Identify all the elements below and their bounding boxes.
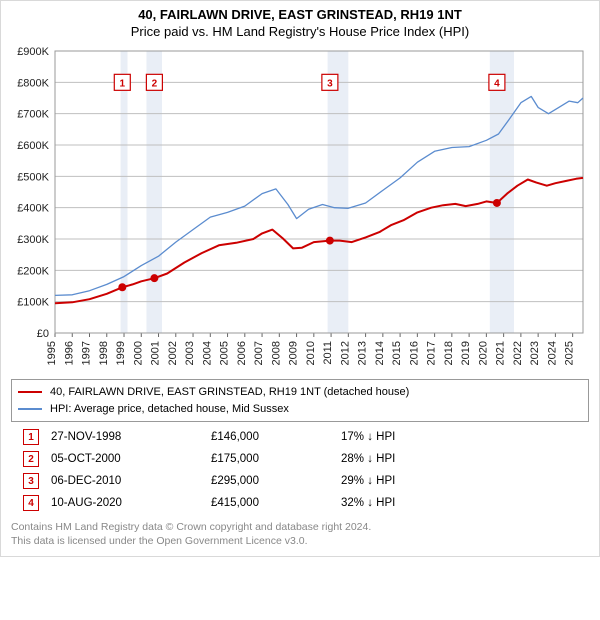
svg-text:2015: 2015 — [391, 341, 403, 365]
svg-text:2020: 2020 — [477, 341, 489, 365]
sale-price: £295,000 — [211, 475, 341, 487]
svg-text:£0: £0 — [37, 328, 49, 340]
svg-text:2007: 2007 — [253, 341, 265, 365]
svg-text:£100K: £100K — [17, 297, 49, 309]
svg-text:2016: 2016 — [408, 341, 420, 365]
marker-badge: 2 — [23, 451, 39, 467]
hpi-diff: 32% ↓ HPI — [341, 497, 451, 509]
legend: 40, FAIRLAWN DRIVE, EAST GRINSTEAD, RH19… — [11, 379, 589, 422]
svg-text:2008: 2008 — [270, 341, 282, 365]
svg-text:£300K: £300K — [17, 234, 49, 246]
svg-text:1995: 1995 — [46, 341, 58, 365]
hpi-diff: 29% ↓ HPI — [341, 475, 451, 487]
svg-text:1996: 1996 — [63, 341, 75, 365]
svg-text:2004: 2004 — [201, 341, 213, 365]
svg-text:3: 3 — [327, 78, 333, 89]
legend-label-property: 40, FAIRLAWN DRIVE, EAST GRINSTEAD, RH19… — [50, 384, 409, 401]
svg-text:2003: 2003 — [184, 341, 196, 365]
svg-text:2019: 2019 — [460, 341, 472, 365]
table-row: 3 06-DEC-2010 £295,000 29% ↓ HPI — [11, 470, 589, 492]
svg-text:1999: 1999 — [115, 341, 127, 365]
svg-text:2022: 2022 — [512, 341, 524, 365]
legend-swatch-hpi — [18, 408, 42, 410]
chart-container: { "title": { "line1": "40, FAIRLAWN DRIV… — [0, 0, 600, 557]
svg-text:2013: 2013 — [357, 341, 369, 365]
svg-text:2014: 2014 — [374, 341, 386, 365]
svg-text:£800K: £800K — [17, 77, 49, 89]
svg-text:1997: 1997 — [81, 341, 93, 365]
svg-text:2025: 2025 — [564, 341, 576, 365]
svg-text:£700K: £700K — [17, 109, 49, 121]
attribution-footer: Contains HM Land Registry data © Crown c… — [11, 520, 589, 548]
svg-text:£400K: £400K — [17, 203, 49, 215]
svg-text:2021: 2021 — [495, 341, 507, 365]
svg-text:£600K: £600K — [17, 140, 49, 152]
svg-text:2023: 2023 — [529, 341, 541, 365]
svg-text:2001: 2001 — [150, 341, 162, 365]
svg-text:£200K: £200K — [17, 265, 49, 277]
legend-item-property: 40, FAIRLAWN DRIVE, EAST GRINSTEAD, RH19… — [18, 384, 582, 401]
title-line2: Price paid vs. HM Land Registry's House … — [9, 24, 591, 39]
footer-line2: This data is licensed under the Open Gov… — [11, 534, 589, 548]
chart: £0 £100K £200K £300K £400K £500K £600K £700K £80… — [9, 43, 591, 373]
chart-title: 40, FAIRLAWN DRIVE, EAST GRINSTEAD, RH19… — [9, 7, 591, 39]
svg-text:2006: 2006 — [236, 341, 248, 365]
sale-date: 05-OCT-2000 — [51, 453, 211, 465]
hpi-diff: 17% ↓ HPI — [341, 431, 451, 443]
title-line1: 40, FAIRLAWN DRIVE, EAST GRINSTEAD, RH19… — [9, 7, 591, 22]
sale-price: £415,000 — [211, 497, 341, 509]
svg-text:2017: 2017 — [426, 341, 438, 365]
sale-price: £175,000 — [211, 453, 341, 465]
svg-text:2005: 2005 — [219, 341, 231, 365]
legend-item-hpi: HPI: Average price, detached house, Mid … — [18, 401, 582, 418]
svg-text:2010: 2010 — [305, 341, 317, 365]
sale-date: 10-AUG-2020 — [51, 497, 211, 509]
marker-badge: 4 — [23, 495, 39, 511]
svg-text:£900K: £900K — [17, 46, 49, 58]
chart-svg: £0 £100K £200K £300K £400K £500K £600K £700K £80… — [9, 43, 591, 373]
table-row: 4 10-AUG-2020 £415,000 32% ↓ HPI — [11, 492, 589, 514]
hpi-diff: 28% ↓ HPI — [341, 453, 451, 465]
legend-label-hpi: HPI: Average price, detached house, Mid … — [50, 401, 289, 418]
footer-line1: Contains HM Land Registry data © Crown c… — [11, 520, 589, 534]
svg-text:2018: 2018 — [443, 341, 455, 365]
sale-date: 27-NOV-1998 — [51, 431, 211, 443]
svg-text:2002: 2002 — [167, 341, 179, 365]
legend-swatch-property — [18, 391, 42, 393]
svg-text:4: 4 — [494, 78, 500, 89]
marker-badge: 1 — [23, 429, 39, 445]
svg-text:2: 2 — [152, 78, 158, 89]
svg-text:2009: 2009 — [288, 341, 300, 365]
svg-text:2024: 2024 — [546, 341, 558, 365]
svg-text:2000: 2000 — [132, 341, 144, 365]
svg-text:2011: 2011 — [322, 341, 334, 365]
sale-price: £146,000 — [211, 431, 341, 443]
table-row: 1 27-NOV-1998 £146,000 17% ↓ HPI — [11, 426, 589, 448]
table-row: 2 05-OCT-2000 £175,000 28% ↓ HPI — [11, 448, 589, 470]
svg-text:1998: 1998 — [98, 341, 110, 365]
sale-date: 06-DEC-2010 — [51, 475, 211, 487]
svg-text:2012: 2012 — [339, 341, 351, 365]
marker-badge: 3 — [23, 473, 39, 489]
svg-text:1: 1 — [120, 78, 126, 89]
sales-table: 1 27-NOV-1998 £146,000 17% ↓ HPI 2 05-OC… — [11, 426, 589, 514]
svg-text:£500K: £500K — [17, 171, 49, 183]
